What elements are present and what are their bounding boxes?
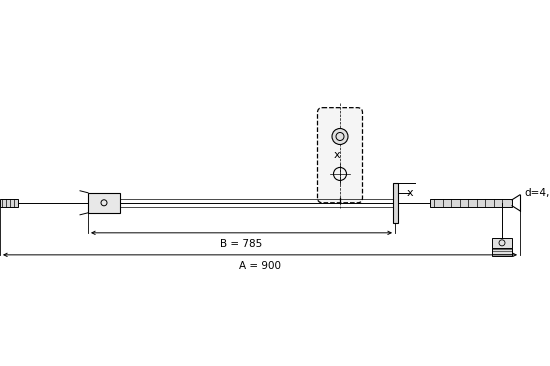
- Text: x: x: [334, 150, 340, 160]
- Bar: [0, 199, 18, 207]
- Bar: [393, 183, 398, 223]
- Bar: [492, 248, 512, 256]
- Text: x: x: [406, 188, 413, 198]
- Circle shape: [332, 128, 348, 145]
- Bar: [88, 193, 120, 213]
- Bar: [492, 238, 512, 248]
- FancyBboxPatch shape: [317, 108, 362, 203]
- Text: B = 785: B = 785: [221, 239, 263, 249]
- Bar: [430, 199, 512, 207]
- Text: d=4,5: d=4,5: [524, 188, 550, 198]
- Text: A = 900: A = 900: [239, 261, 281, 271]
- Text: 24.3727-0436.2    580436: 24.3727-0436.2 580436: [115, 14, 435, 34]
